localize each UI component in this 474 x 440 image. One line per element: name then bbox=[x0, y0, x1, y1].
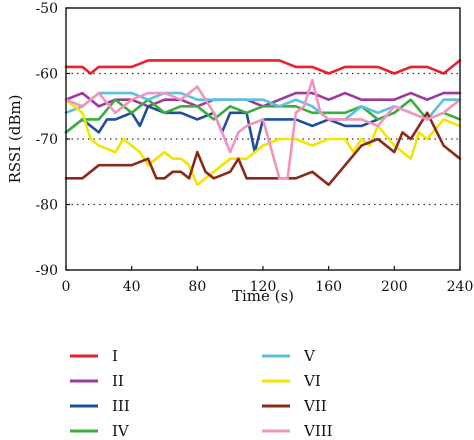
series-lines bbox=[64, 59, 462, 187]
legend-label-7: VII bbox=[303, 397, 327, 415]
y-tick-label: -60 bbox=[35, 67, 58, 83]
x-tick-label: 120 bbox=[250, 279, 277, 295]
legend-label-1: I bbox=[112, 347, 118, 365]
x-axis-label: Time (s) bbox=[232, 287, 294, 305]
y-tick-label: -90 bbox=[35, 263, 58, 279]
y-axis-label: RSSI (dBm) bbox=[6, 95, 24, 184]
legend-label-6: VI bbox=[303, 372, 321, 390]
series-line-8 bbox=[64, 78, 462, 180]
x-tick-label: 240 bbox=[447, 279, 474, 295]
axis-ticks: 0 40 80 120 160 200 240 -90 -80 -70 -60 -50 bbox=[35, 1, 473, 295]
x-tick-label: 40 bbox=[123, 279, 141, 295]
legend-label-5: V bbox=[303, 347, 316, 365]
legend-label-3: III bbox=[112, 397, 130, 415]
y-tick-label: -80 bbox=[35, 198, 58, 214]
x-tick-label: 0 bbox=[62, 279, 71, 295]
series-line-6 bbox=[64, 98, 462, 187]
series-line-4 bbox=[64, 98, 462, 134]
x-tick-label: 160 bbox=[315, 279, 342, 295]
series-line-7 bbox=[64, 111, 462, 187]
legend-label-8: VIII bbox=[303, 422, 333, 440]
legend-label-4: IV bbox=[112, 422, 130, 440]
x-tick-label: 200 bbox=[381, 279, 408, 295]
series-line-1 bbox=[64, 59, 462, 75]
y-tick-label: -70 bbox=[35, 132, 58, 148]
legend-label-2: II bbox=[112, 372, 124, 390]
x-tick-label: 80 bbox=[188, 279, 206, 295]
y-tick-label: -50 bbox=[35, 1, 58, 17]
